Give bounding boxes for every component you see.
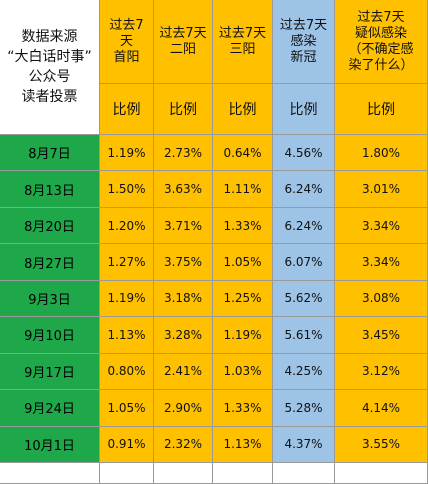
table-cell: 0.64% <box>213 135 273 172</box>
table-cell: 2.73% <box>154 135 213 172</box>
empty-cell <box>335 462 428 484</box>
column-header: 过去7天 疑似感染 （不确定感 染了什么） <box>335 0 428 84</box>
table-cell: 1.50% <box>100 171 154 208</box>
table-cell: 1.80% <box>335 135 428 172</box>
table-cell: 4.56% <box>273 135 335 172</box>
table-cell: 1.33% <box>213 207 273 245</box>
table-cell: 6.24% <box>273 171 335 208</box>
column-header: 过去7天 二阳 <box>154 0 213 84</box>
column-header: 过去7天 三阳 <box>213 0 273 84</box>
table-cell: 3.55% <box>335 426 428 463</box>
table-cell: 3.28% <box>154 317 213 354</box>
table-cell: 1.27% <box>100 244 154 281</box>
table-cell: 0.80% <box>100 353 154 391</box>
row-date: 9月24日 <box>0 390 100 427</box>
empty-cell <box>0 462 100 484</box>
table-cell: 3.34% <box>335 244 428 281</box>
column-subheader: 比例 <box>273 84 335 135</box>
table-cell: 3.34% <box>335 207 428 245</box>
table-cell: 2.90% <box>154 390 213 427</box>
table-cell: 1.05% <box>100 390 154 427</box>
column-header: 过去7 天 首阳 <box>100 0 154 84</box>
table-cell: 6.24% <box>273 207 335 245</box>
table-cell: 3.18% <box>154 280 213 318</box>
column-subheader: 比例 <box>213 84 273 135</box>
empty-cell <box>100 462 154 484</box>
table-cell: 3.01% <box>335 171 428 208</box>
table-cell: 3.12% <box>335 353 428 391</box>
table-cell: 5.28% <box>273 390 335 427</box>
empty-cell <box>273 462 335 484</box>
table-cell: 6.07% <box>273 244 335 281</box>
empty-cell <box>154 462 213 484</box>
row-date: 9月17日 <box>0 353 100 391</box>
table-cell: 1.11% <box>213 171 273 208</box>
table-cell: 4.14% <box>335 390 428 427</box>
table-cell: 3.63% <box>154 171 213 208</box>
table-cell: 2.32% <box>154 426 213 463</box>
column-subheader: 比例 <box>154 84 213 135</box>
source-title: 数据来源 “大白话时事” 公众号 读者投票 <box>0 0 100 135</box>
table-cell: 1.19% <box>213 317 273 354</box>
table-cell: 1.13% <box>213 426 273 463</box>
table-cell: 1.20% <box>100 207 154 245</box>
table-cell: 3.75% <box>154 244 213 281</box>
column-subheader: 比例 <box>100 84 154 135</box>
table-cell: 4.25% <box>273 353 335 391</box>
row-date: 9月10日 <box>0 317 100 354</box>
row-date: 9月3日 <box>0 280 100 318</box>
row-date: 8月7日 <box>0 135 100 172</box>
table-cell: 4.37% <box>273 426 335 463</box>
table-cell: 0.91% <box>100 426 154 463</box>
column-subheader: 比例 <box>335 84 428 135</box>
table-cell: 1.19% <box>100 280 154 318</box>
table-cell: 1.25% <box>213 280 273 318</box>
row-date: 8月27日 <box>0 244 100 281</box>
table-cell: 3.45% <box>335 317 428 354</box>
table-cell: 1.03% <box>213 353 273 391</box>
row-date: 8月20日 <box>0 207 100 245</box>
table-cell: 5.62% <box>273 280 335 318</box>
table-cell: 1.05% <box>213 244 273 281</box>
row-date: 10月1日 <box>0 426 100 463</box>
table-cell: 1.13% <box>100 317 154 354</box>
table-cell: 2.41% <box>154 353 213 391</box>
row-date: 8月13日 <box>0 171 100 208</box>
table-cell: 5.61% <box>273 317 335 354</box>
table-cell: 1.33% <box>213 390 273 427</box>
table-cell: 3.71% <box>154 207 213 245</box>
column-header: 过去7天 感染 新冠 <box>273 0 335 84</box>
table-cell: 3.08% <box>335 280 428 318</box>
empty-cell <box>213 462 273 484</box>
table-cell: 1.19% <box>100 135 154 172</box>
